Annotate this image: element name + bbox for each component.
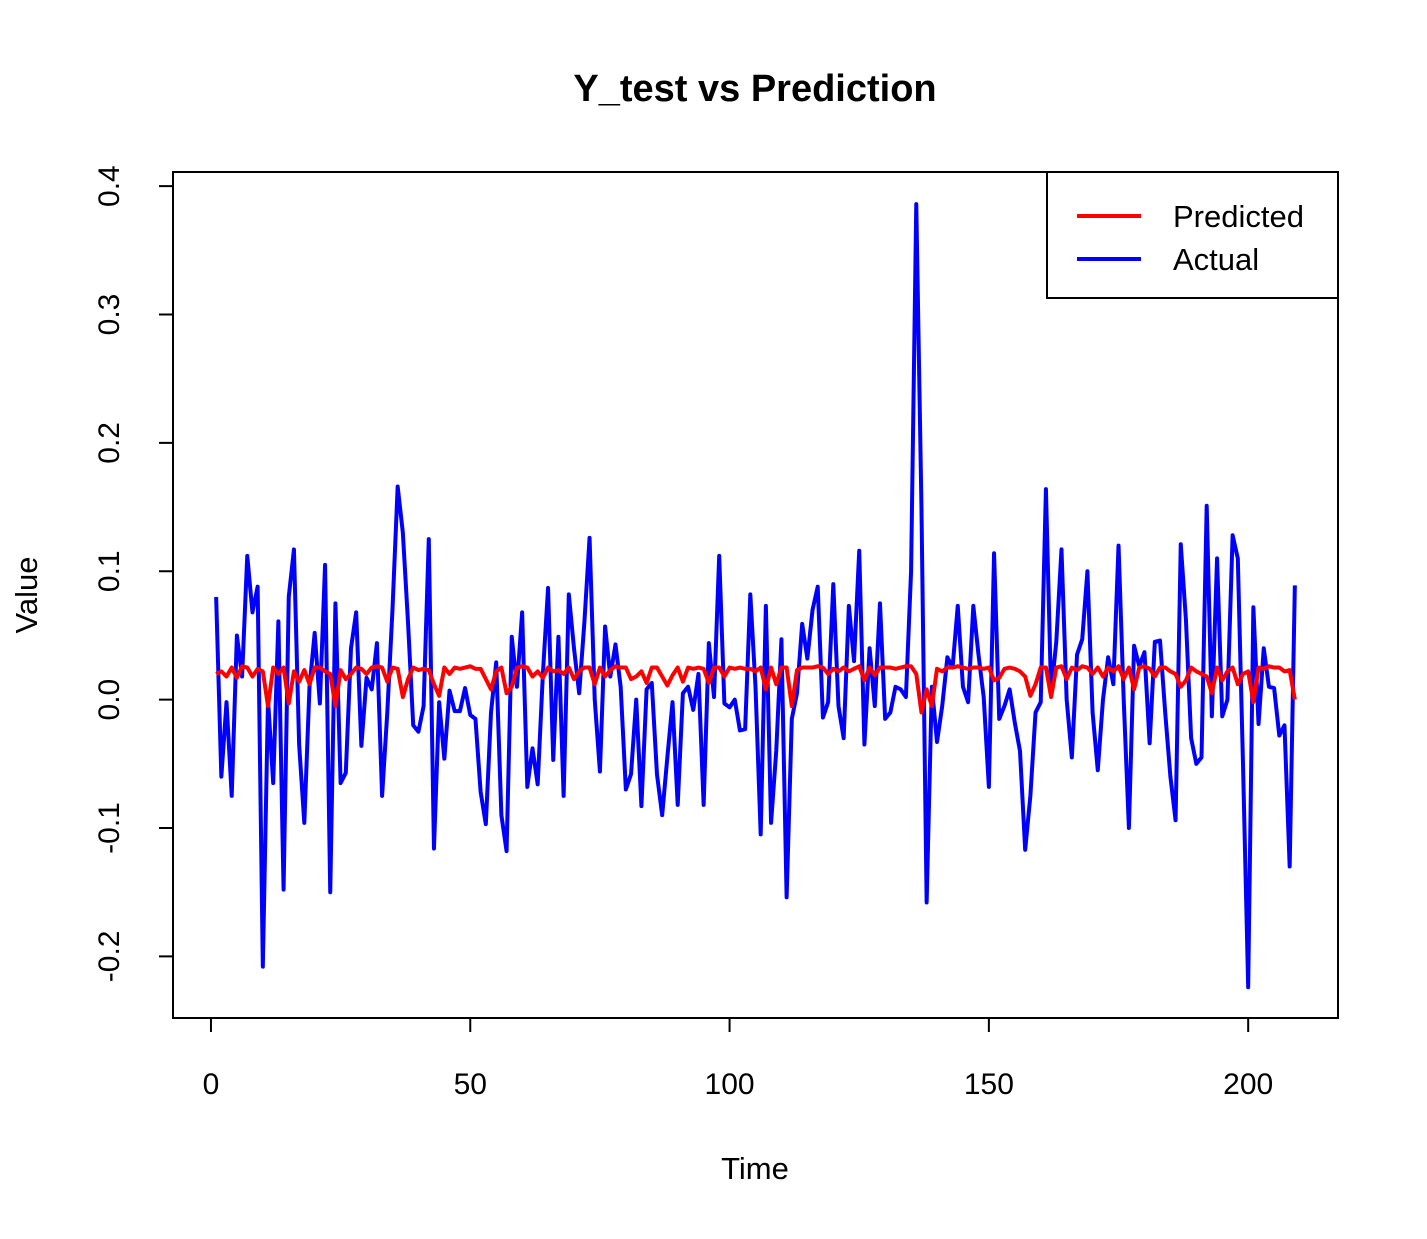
y-tick-label: 0.0 bbox=[93, 679, 126, 721]
legend: Predicted Actual bbox=[1046, 171, 1339, 299]
series-line bbox=[215, 664, 1297, 715]
legend-label: Actual bbox=[1173, 242, 1259, 277]
y-tick-label: 0.4 bbox=[93, 165, 126, 207]
y-axis-label: Value bbox=[9, 557, 44, 634]
x-tick-label: 0 bbox=[203, 1068, 220, 1101]
y-tick-label: -0.1 bbox=[93, 802, 126, 854]
x-tick-label: 150 bbox=[964, 1068, 1014, 1101]
x-tick-label: 50 bbox=[454, 1068, 487, 1101]
y-tick-label: 0.1 bbox=[93, 550, 126, 592]
y-tick-label: -0.2 bbox=[93, 931, 126, 983]
x-tick-label: 100 bbox=[705, 1068, 755, 1101]
x-tick-label: 200 bbox=[1223, 1068, 1273, 1101]
legend-box bbox=[1046, 171, 1339, 299]
chart-title: Y_test vs Prediction bbox=[573, 68, 936, 110]
y-tick-label: 0.2 bbox=[93, 422, 126, 464]
y-tick-label: 0.3 bbox=[93, 294, 126, 336]
legend-label: Predicted bbox=[1173, 199, 1304, 234]
x-axis-label: Time bbox=[721, 1151, 789, 1186]
series-line bbox=[214, 202, 1297, 990]
